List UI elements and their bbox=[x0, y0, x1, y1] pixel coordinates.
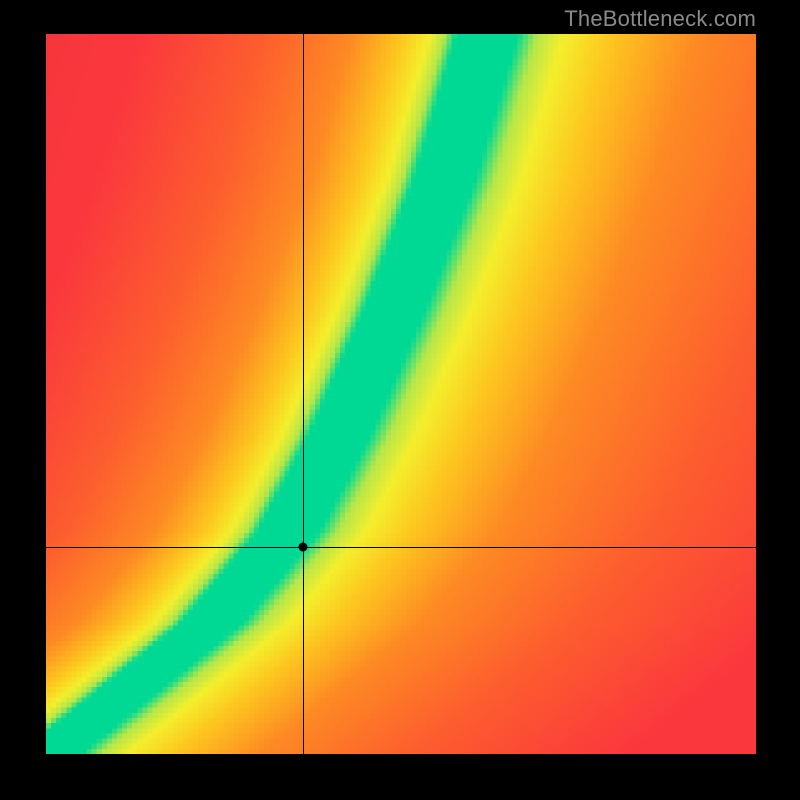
crosshair-marker-dot bbox=[299, 542, 308, 551]
heatmap-canvas bbox=[46, 34, 756, 754]
crosshair-vertical bbox=[303, 34, 304, 754]
watermark-text: TheBottleneck.com bbox=[564, 6, 756, 32]
heatmap-plot bbox=[46, 34, 756, 754]
crosshair-horizontal bbox=[46, 547, 756, 548]
